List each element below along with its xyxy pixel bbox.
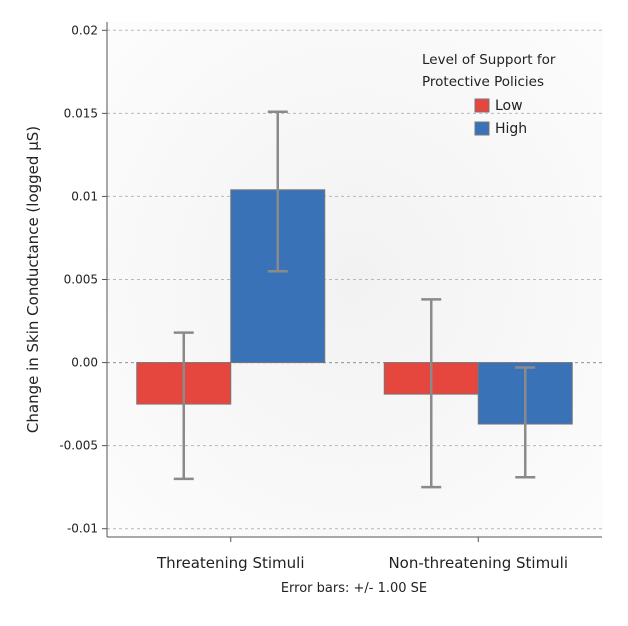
y-tick-label: -0.005 — [59, 439, 98, 453]
y-tick-label: -0.01 — [67, 522, 98, 536]
legend-title-line2: Protective Policies — [422, 74, 544, 90]
y-tick-label: 0.015 — [64, 106, 98, 120]
legend-label-low: Low — [495, 98, 523, 114]
y-tick-label: 0.005 — [64, 273, 98, 287]
labels: -0.01 -0.005 0.00 0.005 0.01 0.015 0.02 Threate… — [24, 23, 568, 596]
axes — [102, 22, 602, 542]
error-bars — [173, 110, 536, 489]
legend: Level of Support for Protective Policies L… — [422, 52, 556, 137]
bar-high — [230, 189, 326, 364]
y-axis-title: Change in Skin Conductance (logged µS) — [24, 126, 42, 433]
x-category-label: Non-threatening Stimuli — [388, 554, 568, 572]
x-category-label: Threatening Stimuli — [156, 554, 305, 572]
legend-title-line1: Level of Support for — [422, 52, 556, 68]
y-tick-label: 0.01 — [71, 189, 98, 203]
legend-label-high: High — [495, 121, 527, 137]
error-bar-note: Error bars: +/- 1.00 SE — [281, 581, 427, 596]
bars — [136, 189, 573, 425]
y-tick-label: 0.02 — [71, 23, 98, 37]
legend-swatch-low — [474, 98, 490, 113]
legend-swatch-high — [474, 121, 490, 136]
y-tick-label: 0.00 — [71, 356, 98, 370]
gridlines — [107, 29, 602, 530]
